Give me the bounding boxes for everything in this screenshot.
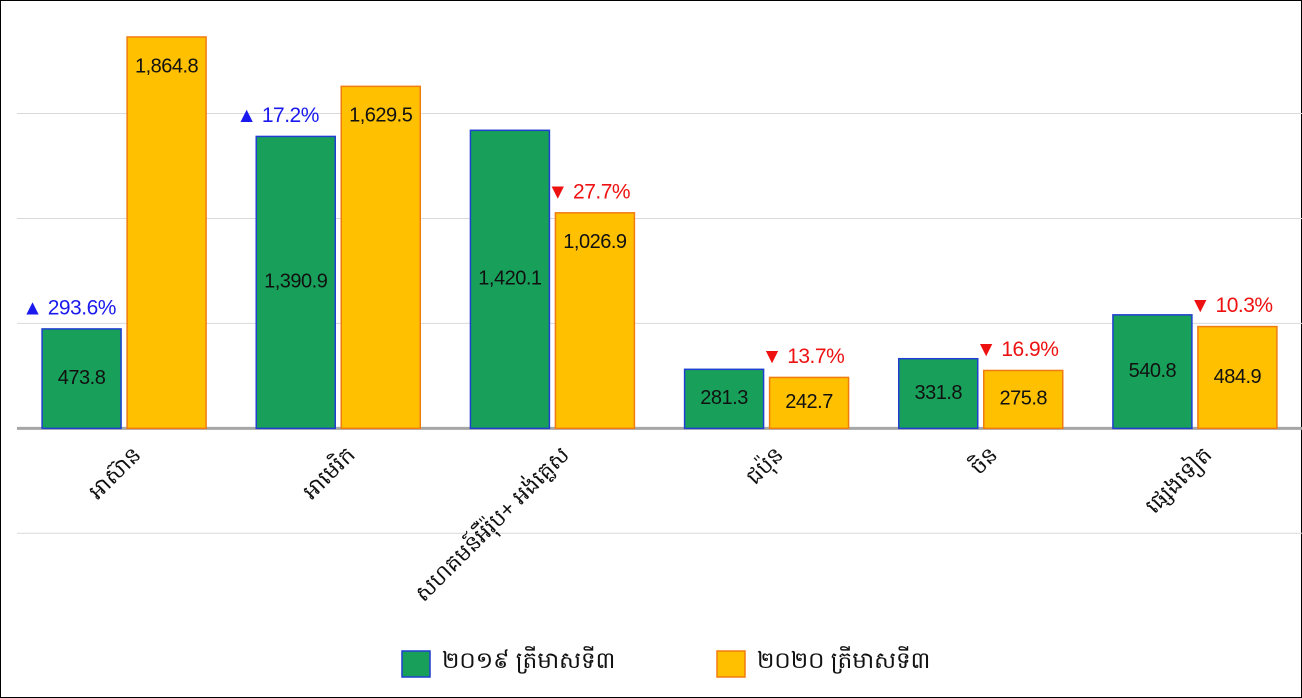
bar [983, 369, 1064, 430]
bar [1197, 325, 1278, 430]
value-label: 1,420.1 [478, 268, 542, 290]
bar [126, 36, 207, 430]
value-label: 1,026.9 [563, 231, 627, 253]
value-label: 331.8 [914, 382, 962, 404]
value-label: 275.8 [999, 388, 1047, 410]
legend-swatch [716, 650, 746, 678]
value-label: 540.8 [1129, 360, 1177, 382]
value-label: 242.7 [785, 391, 833, 413]
bar [255, 135, 336, 430]
bar [554, 212, 636, 430]
bar [898, 357, 979, 430]
value-label: 1,629.5 [349, 105, 413, 127]
bar [1112, 314, 1193, 430]
value-label: 281.3 [700, 387, 748, 409]
bar [469, 129, 551, 430]
change-annotation: ▼ 10.3% [1190, 294, 1273, 317]
bar [768, 376, 850, 430]
change-annotation: ▲ 293.6% [22, 296, 116, 319]
legend-swatch [401, 650, 431, 678]
change-annotation: ▼ 13.7% [762, 345, 845, 368]
value-label: 1,390.9 [264, 271, 328, 293]
bar [340, 85, 421, 430]
change-annotation: ▼ 27.7% [547, 180, 630, 203]
value-label: 1,864.8 [135, 55, 199, 77]
legend-label: ២០២០ ត្រីមាសទី៣ [757, 646, 930, 674]
change-annotation: ▲ 17.2% [236, 104, 319, 127]
legend-label: ២០១៩ ត្រីមាសទី៣ [442, 646, 615, 674]
value-label: 473.8 [58, 367, 106, 389]
bar [41, 328, 122, 430]
bar [683, 368, 765, 430]
change-annotation: ▼ 16.9% [976, 338, 1059, 361]
value-label: 484.9 [1214, 366, 1262, 388]
